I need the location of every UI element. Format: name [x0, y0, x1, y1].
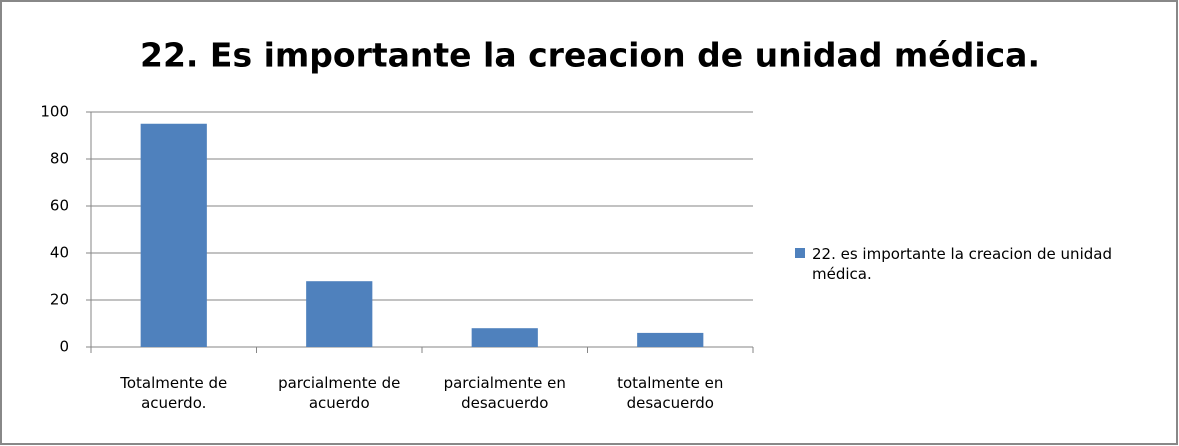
- bar: [637, 332, 704, 347]
- y-tick-label: 60: [50, 197, 69, 215]
- y-tick-label: 0: [59, 338, 69, 356]
- x-tick-label: parcialmente de acuerdo: [278, 374, 401, 412]
- bar: [471, 328, 538, 347]
- x-tick-label: Totalmente de acuerdo.: [120, 374, 228, 412]
- y-tick-label: 40: [50, 244, 69, 262]
- y-tick-label: 100: [40, 103, 69, 121]
- bar: [140, 123, 207, 347]
- x-tick-label: parcialmente en desacuerdo: [443, 374, 566, 412]
- y-tick-label: 20: [50, 291, 69, 309]
- y-tick-label: 80: [50, 150, 69, 168]
- chart-title: 22. Es importante la creacion de unidad …: [140, 36, 1040, 75]
- legend-swatch: [795, 248, 805, 258]
- legend-label: 22. es importante la creacion de unidad …: [812, 245, 1112, 283]
- x-tick-label: totalmente en desacuerdo: [617, 374, 724, 412]
- bar: [306, 281, 373, 347]
